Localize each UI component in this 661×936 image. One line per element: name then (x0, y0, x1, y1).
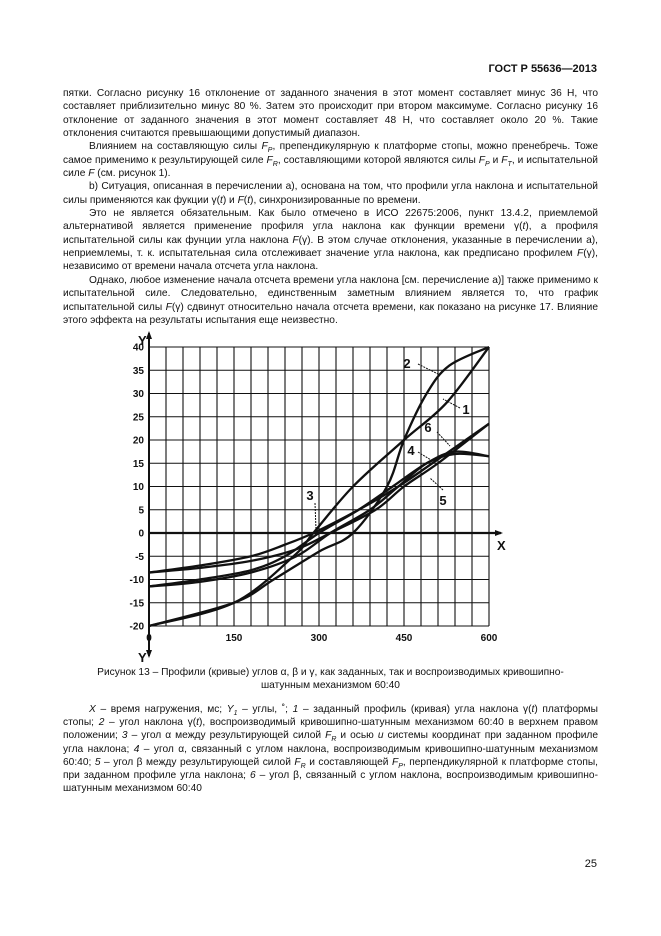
y-tick-label: -10 (130, 575, 145, 586)
caption-line-1: Рисунок 13 – Профили (кривые) углов α, β… (97, 667, 564, 678)
subscript: R (331, 736, 337, 744)
curve-4 (148, 450, 490, 588)
math-variable: 3 (121, 730, 128, 742)
y-tick-label: 15 (133, 459, 145, 470)
math-variable: t (531, 704, 535, 715)
figure-caption: Рисунок 13 – Профили (кривые) углов α, β… (63, 666, 598, 693)
y-tick-label: -15 (130, 598, 145, 609)
x-axis-arrow-icon (495, 530, 503, 536)
math-variable: 4 (133, 743, 140, 755)
subscript: P (398, 762, 403, 770)
math-variable: t (247, 194, 251, 206)
math-variable: F (577, 248, 584, 260)
curve-label-leader (417, 451, 432, 461)
curve-label-3: 3 (306, 488, 313, 503)
math-variable: t (196, 717, 199, 729)
math-variable: 6 (249, 770, 256, 782)
document-number: ГОСТ Р 55636—2013 (488, 63, 597, 75)
y-tick-label: 35 (133, 366, 145, 377)
paragraph: b) Ситуация, описанная в перечислении а)… (63, 181, 598, 206)
paragraph: пятки. Согласно рисунку 16 отклонение от… (63, 88, 598, 140)
math-variable: F (261, 141, 268, 153)
figure-legend: X – время нагружения, мс; Y1 – углы, ˚; … (63, 703, 598, 795)
y-axis-label: Y (138, 333, 147, 348)
y-tick-label: 25 (133, 412, 145, 423)
math-variable: Y (226, 704, 234, 715)
subscript: R (300, 762, 306, 770)
math-variable: 2 (98, 717, 105, 729)
y-axis-down-arrow-icon (146, 650, 152, 658)
curve-label-1: 1 (462, 402, 469, 417)
paragraph: Это не является обязательным. Как было о… (63, 208, 598, 273)
y-tick-label: 40 (133, 343, 145, 354)
math-variable: t (219, 194, 223, 206)
math-variable: X (89, 704, 96, 715)
y-tick-label: 5 (138, 505, 144, 516)
body-text: пятки. Согласно рисунку 16 отклонение от… (63, 87, 598, 327)
x-tick-label: 150 (226, 633, 243, 644)
x-tick-label: 450 (396, 633, 413, 644)
y-axis-arrow-icon (146, 331, 152, 339)
subscript: P (485, 160, 490, 168)
x-tick-label: 0 (146, 633, 152, 644)
math-variable: F (501, 154, 508, 166)
x-tick-label: 600 (481, 633, 498, 644)
math-variable: F (392, 756, 399, 768)
y-tick-label: 20 (133, 436, 145, 447)
subscript: R (272, 160, 278, 168)
math-variable: 5 (94, 756, 101, 768)
curve-label-leader (436, 431, 451, 447)
math-variable: F (266, 154, 273, 166)
curve-6 (148, 452, 490, 588)
math-variable: u (377, 730, 384, 742)
curve-label-5: 5 (439, 493, 446, 508)
y-tick-label: 0 (138, 529, 144, 540)
y-axis-label-bottom: Y (138, 650, 147, 665)
y-tick-label: -5 (135, 552, 144, 563)
y-tick-label: 10 (133, 482, 145, 493)
curve-label-4: 4 (407, 443, 415, 458)
curve-label-6: 6 (424, 420, 431, 435)
page-number: 25 (584, 858, 597, 870)
subscript: P (267, 147, 273, 155)
math-variable: F (88, 168, 95, 180)
caption-line-2: шатунным механизмом 60:40 (261, 680, 400, 692)
math-variable: F (325, 730, 332, 742)
math-variable: F (165, 301, 172, 313)
curve-2 (148, 345, 490, 628)
x-axis-label: X (497, 538, 506, 553)
subscript: T (507, 160, 512, 168)
paragraph: Однако, любое изменение начала отсчета в… (63, 274, 598, 326)
math-variable: F (292, 234, 299, 246)
curve-3 (148, 422, 490, 574)
math-variable: F (478, 154, 485, 166)
curve-label-leader (314, 502, 317, 531)
math-variable: F (294, 756, 301, 768)
curve-label-2: 2 (403, 356, 410, 371)
x-tick-label: 300 (311, 633, 328, 644)
legend-text: X – время нагружения, мс; Y1 – углы, ˚; … (63, 704, 599, 795)
y-tick-label: -20 (130, 622, 145, 633)
math-variable: F (237, 194, 244, 206)
math-variable: t (522, 221, 526, 233)
curve-label-leader (442, 398, 461, 409)
paragraph: Влиянием на составляющую силы FP, препен… (63, 141, 599, 180)
curve-label-leader (417, 363, 441, 376)
curve-label-leader (429, 477, 444, 491)
y-tick-label: 30 (133, 389, 145, 400)
math-variable: 1 (292, 704, 299, 715)
subscript: 1 (233, 710, 238, 718)
